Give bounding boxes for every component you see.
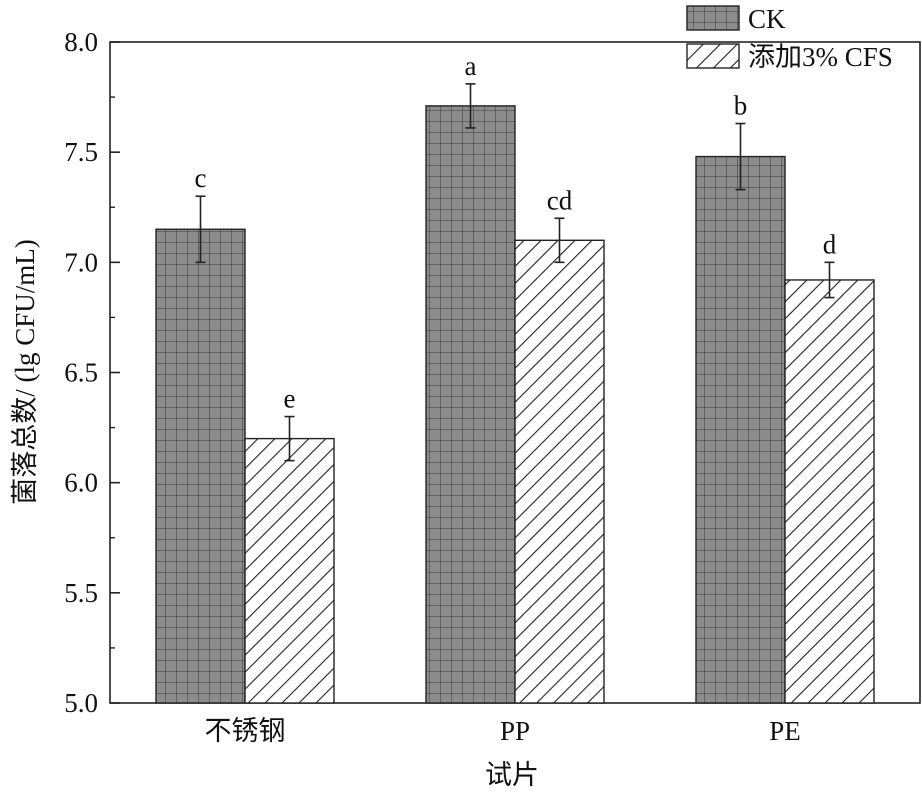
y-tick-label: 6.5 — [64, 358, 98, 388]
significance-label: d — [823, 229, 837, 259]
x-axis-title: 试片 — [485, 760, 539, 790]
bar — [155, 228, 246, 704]
legend-swatch-cfs — [686, 43, 740, 69]
y-tick-label: 5.5 — [64, 578, 98, 608]
x-tick-label: 不锈钢 — [205, 716, 286, 746]
bar — [514, 239, 605, 704]
x-tick-label: PP — [500, 716, 530, 746]
significance-labels: c e a cd b d — [195, 51, 837, 414]
error-bars — [195, 83, 835, 462]
legend-label-ck: CK — [748, 4, 786, 34]
legend: CK 添加3% CFS — [686, 4, 893, 72]
legend-swatch-ck — [686, 5, 740, 31]
legend-label-cfs: 添加3% CFS — [748, 42, 893, 72]
significance-label: b — [734, 91, 748, 121]
y-tick-label: 7.5 — [64, 137, 98, 167]
y-tick-label: 5.0 — [64, 688, 98, 718]
significance-label: c — [195, 163, 207, 193]
significance-label: e — [284, 384, 296, 414]
significance-label: a — [465, 51, 477, 81]
y-axis-title: 菌落总数/ (lg CFU/mL) — [10, 239, 40, 505]
bar — [784, 279, 875, 704]
y-tick-label: 6.0 — [64, 468, 98, 498]
y-tick-label: 8.0 — [64, 27, 98, 57]
significance-label: cd — [547, 185, 573, 215]
bar — [695, 155, 786, 704]
y-tick-label: 7.0 — [64, 247, 98, 277]
bars — [155, 105, 875, 704]
y-axis: 5.0 5.5 6.0 6.5 7.0 7.5 8.0 — [64, 27, 120, 718]
bar — [425, 105, 516, 704]
bar — [244, 437, 335, 704]
x-tick-label: PE — [769, 716, 801, 746]
